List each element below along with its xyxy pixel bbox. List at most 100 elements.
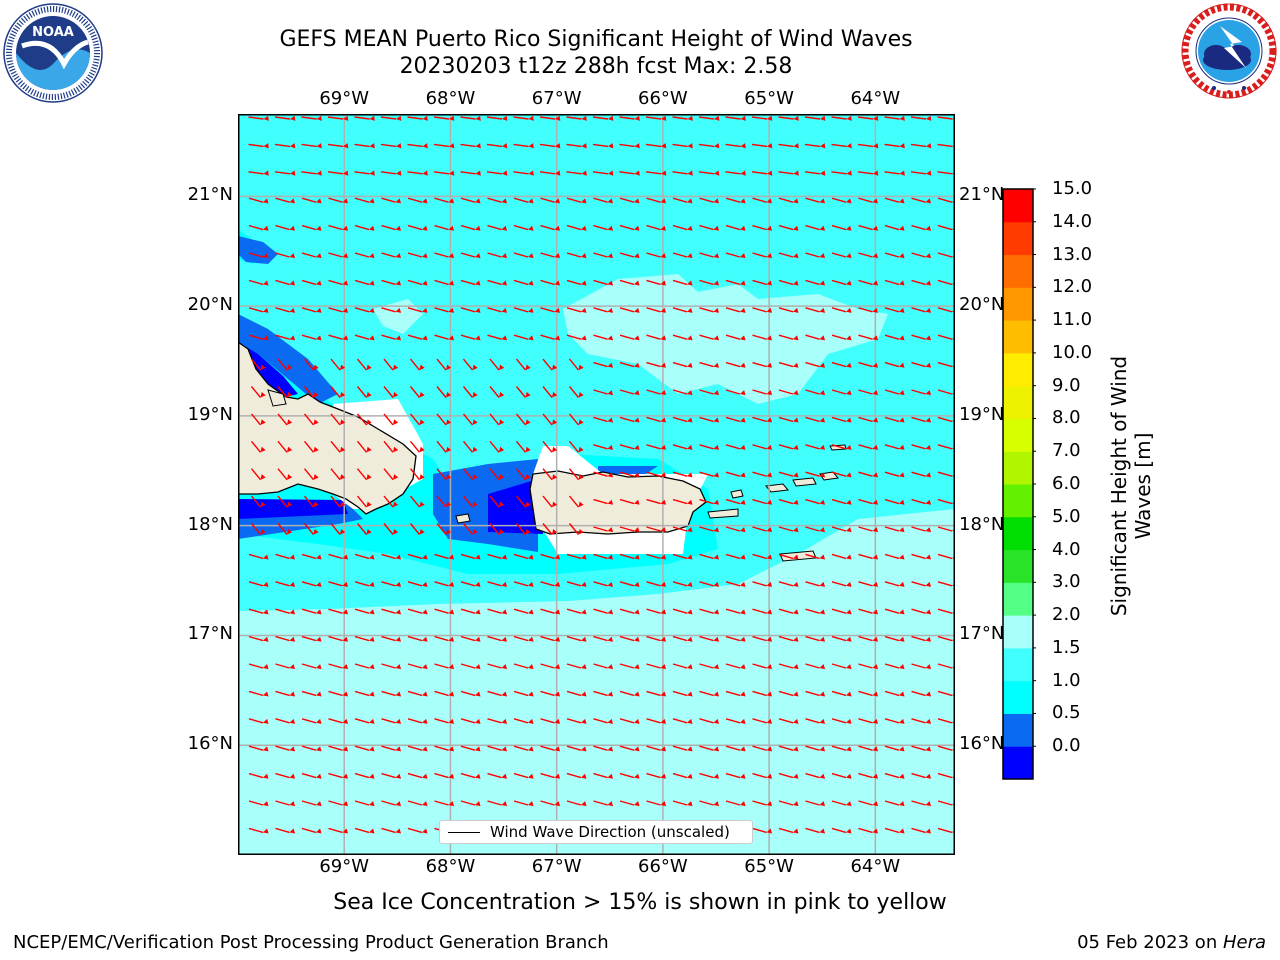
- wind-wave-arrow: [303, 386, 319, 398]
- wind-wave-arrow: [778, 800, 799, 807]
- wind-wave-arrow: [327, 115, 349, 121]
- wind-wave-arrow: [540, 745, 561, 752]
- wind-wave-arrow: [250, 386, 266, 398]
- wind-wave-arrow: [646, 772, 667, 779]
- wind-wave-arrow: [672, 471, 693, 478]
- wind-wave-arrow: [301, 252, 322, 259]
- wind-wave-arrow: [407, 581, 428, 587]
- colorbar-tick-label: 1.5: [1052, 636, 1081, 658]
- lat-label-right: 19°N: [959, 403, 1005, 425]
- wind-wave-arrow: [248, 197, 269, 204]
- wind-wave-arrow: [566, 224, 587, 231]
- colorbar-tick-label: 11.0: [1052, 309, 1093, 331]
- wind-wave-arrow: [884, 307, 905, 313]
- wind-wave-arrow: [460, 635, 481, 642]
- wind-wave-arrow: [646, 635, 667, 642]
- wind-wave-arrow: [407, 745, 428, 752]
- wind-wave-arrow: [354, 745, 375, 752]
- colorbar-segment: [1003, 582, 1033, 616]
- wind-wave-arrow: [593, 745, 614, 752]
- wind-wave-arrow: [646, 197, 667, 204]
- wind-wave-arrow: [778, 608, 799, 615]
- wind-wave-arrow: [407, 279, 428, 286]
- wind-wave-arrow: [858, 444, 879, 450]
- wind-wave-arrow: [301, 553, 322, 560]
- wind-wave-arrow: [381, 252, 402, 259]
- wind-wave-arrow: [433, 143, 455, 149]
- wind-wave-arrow: [593, 334, 614, 341]
- wind-wave-arrow: [725, 663, 746, 670]
- wind-wave-arrow: [646, 718, 667, 724]
- wind-wave-arrow: [277, 358, 293, 371]
- land-tortola: [792, 477, 817, 487]
- wind-wave-arrow: [434, 663, 455, 670]
- wind-wave-arrow: [751, 170, 773, 176]
- wind-wave-arrow: [698, 115, 720, 121]
- wind-wave-arrow: [725, 581, 746, 587]
- wind-wave-arrow: [409, 413, 425, 426]
- wind-wave-arrow: [381, 224, 402, 231]
- wind-wave-arrow: [619, 690, 640, 697]
- wind-wave-arrow: [619, 663, 640, 670]
- wind-wave-arrow: [858, 745, 879, 752]
- wind-wave-arrow: [831, 526, 852, 533]
- wind-wave-arrow: [593, 197, 614, 204]
- wind-wave-arrow: [593, 635, 614, 642]
- wind-wave-arrow: [460, 143, 481, 149]
- wind-wave-arrow: [805, 526, 826, 533]
- wind-wave-arrow: [911, 334, 932, 341]
- wind-wave-arrow: [248, 115, 269, 121]
- wind-wave-arrow: [725, 170, 746, 176]
- wind-wave-arrow: [752, 197, 773, 204]
- wind-wave-arrow: [805, 553, 826, 560]
- wave-field-2.0-3.0-patch: [373, 299, 423, 334]
- wind-wave-arrow: [487, 772, 508, 779]
- wind-wave-arrow: [699, 279, 720, 286]
- wind-wave-arrow: [275, 252, 296, 259]
- wind-wave-arrow: [699, 772, 720, 779]
- wind-wave-arrow: [328, 553, 349, 560]
- wind-wave-arrow: [593, 252, 614, 259]
- wind-wave-arrow: [752, 526, 773, 533]
- credit-footer: NCEP/EMC/Verification Post Processing Pr…: [13, 932, 609, 953]
- lon-label-top: 68°W: [425, 88, 476, 109]
- wind-wave-arrow: [619, 471, 640, 478]
- wind-wave-arrow: [672, 279, 693, 286]
- wind-wave-arrow: [277, 386, 293, 398]
- wind-wave-arrow: [515, 413, 531, 426]
- wind-wave-arrow: [725, 334, 746, 341]
- wind-wave-arrow: [858, 416, 879, 423]
- wind-wave-arrow: [911, 252, 932, 259]
- wind-wave-arrow: [542, 440, 558, 453]
- wind-wave-arrow: [275, 197, 296, 204]
- wave-field-0.0-0.5-south: [238, 499, 348, 519]
- wind-wave-arrow: [884, 772, 905, 779]
- wind-wave-arrow: [593, 526, 614, 533]
- wind-wave-arrow: [328, 334, 349, 341]
- wind-wave-arrow: [354, 827, 375, 834]
- wind-wave-arrow: [301, 143, 322, 149]
- wind-wave-arrow: [381, 307, 402, 313]
- wind-wave-arrow: [383, 386, 399, 398]
- colorbar-tick-label: 15.0: [1052, 178, 1093, 199]
- colorbar-tick-label: 12.0: [1052, 276, 1093, 298]
- wind-wave-arrow: [646, 307, 667, 313]
- wind-wave-arrow: [540, 307, 561, 313]
- wind-wave-arrow: [489, 468, 505, 481]
- noaa-logo-text: NOAA: [32, 25, 74, 40]
- wind-wave-arrow: [752, 663, 773, 670]
- colorbar-tick-label: 9.0: [1052, 374, 1081, 396]
- wind-wave-arrow: [489, 440, 505, 453]
- wind-wave-arrow: [805, 252, 826, 259]
- wind-wave-arrow: [356, 523, 372, 535]
- wind-wave-arrow: [356, 358, 372, 371]
- wind-wave-arrow: [409, 358, 425, 371]
- wind-wave-arrow: [539, 115, 561, 121]
- wind-wave-arrow: [725, 800, 746, 807]
- wind-wave-arrow: [566, 635, 587, 642]
- wind-wave-arrow: [540, 663, 561, 670]
- wind-wave-arrow: [646, 498, 667, 505]
- wind-wave-arrow: [884, 581, 905, 587]
- wind-wave-arrow: [515, 358, 531, 371]
- lat-label-left: 16°N: [187, 733, 233, 755]
